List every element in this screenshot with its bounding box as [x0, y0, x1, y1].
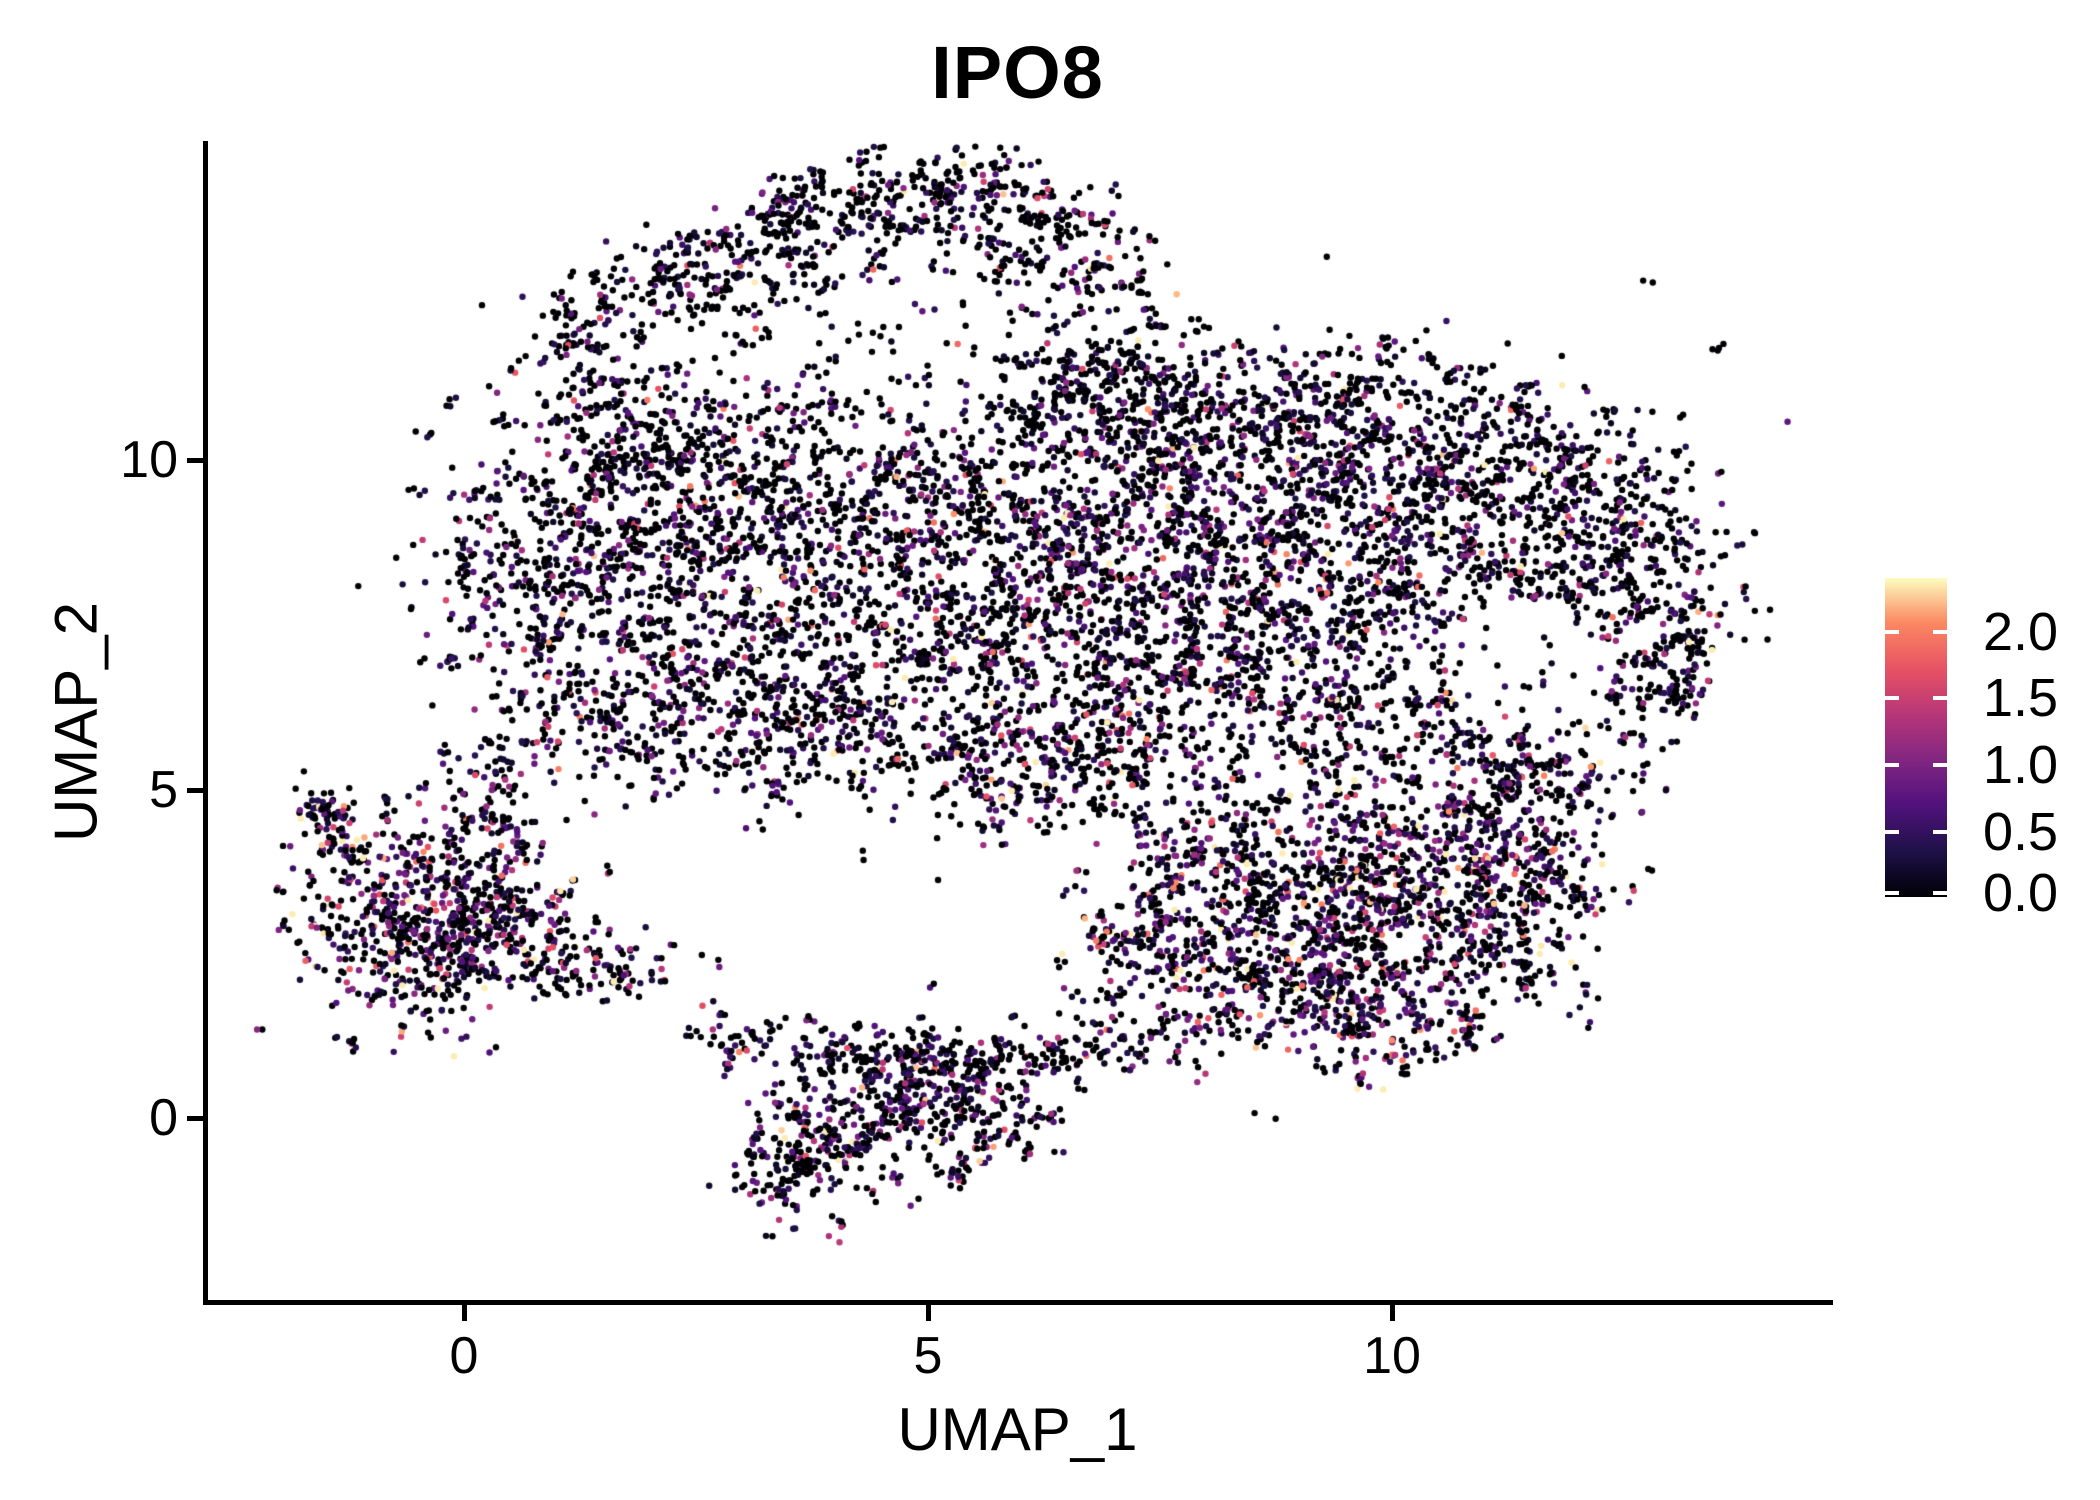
colorbar-tick — [1933, 696, 1947, 700]
plot-title: IPO8 — [931, 31, 1104, 114]
x-tick-mark — [462, 1305, 467, 1321]
colorbar-label: 2.0 — [1983, 602, 2059, 662]
colorbar-tick — [1933, 891, 1947, 895]
expression-colorbar — [1885, 578, 1947, 897]
colorbar-label: 1.0 — [1983, 735, 2059, 795]
colorbar-label: 0.0 — [1983, 863, 2059, 923]
colorbar-tick — [1933, 763, 1947, 767]
x-tick-label: 5 — [913, 1327, 943, 1385]
y-tick-mark — [187, 458, 203, 463]
y-axis-title: UMAP_2 — [42, 601, 110, 843]
colorbar-label: 1.5 — [1983, 668, 2059, 728]
x-tick-mark — [926, 1305, 931, 1321]
y-axis-line — [203, 141, 208, 1304]
colorbar-tick — [1885, 630, 1899, 634]
x-tick-label: 0 — [449, 1327, 479, 1385]
y-tick-mark — [187, 1116, 203, 1121]
colorbar-tick — [1885, 696, 1899, 700]
colorbar-tick — [1933, 630, 1947, 634]
colorbar-tick — [1885, 830, 1899, 834]
x-tick-mark — [1390, 1305, 1395, 1321]
colorbar-label: 0.5 — [1983, 802, 2059, 862]
x-tick-label: 10 — [1363, 1327, 1421, 1385]
colorbar-tick — [1933, 830, 1947, 834]
y-tick-label: 10 — [120, 431, 178, 489]
x-axis-line — [203, 1300, 1833, 1305]
x-axis-title: UMAP_1 — [897, 1396, 1138, 1463]
colorbar-tick — [1885, 891, 1899, 895]
y-tick-label: 0 — [149, 1089, 178, 1147]
y-tick-mark — [187, 788, 203, 793]
colorbar-tick — [1885, 763, 1899, 767]
y-tick-label: 5 — [149, 761, 178, 819]
